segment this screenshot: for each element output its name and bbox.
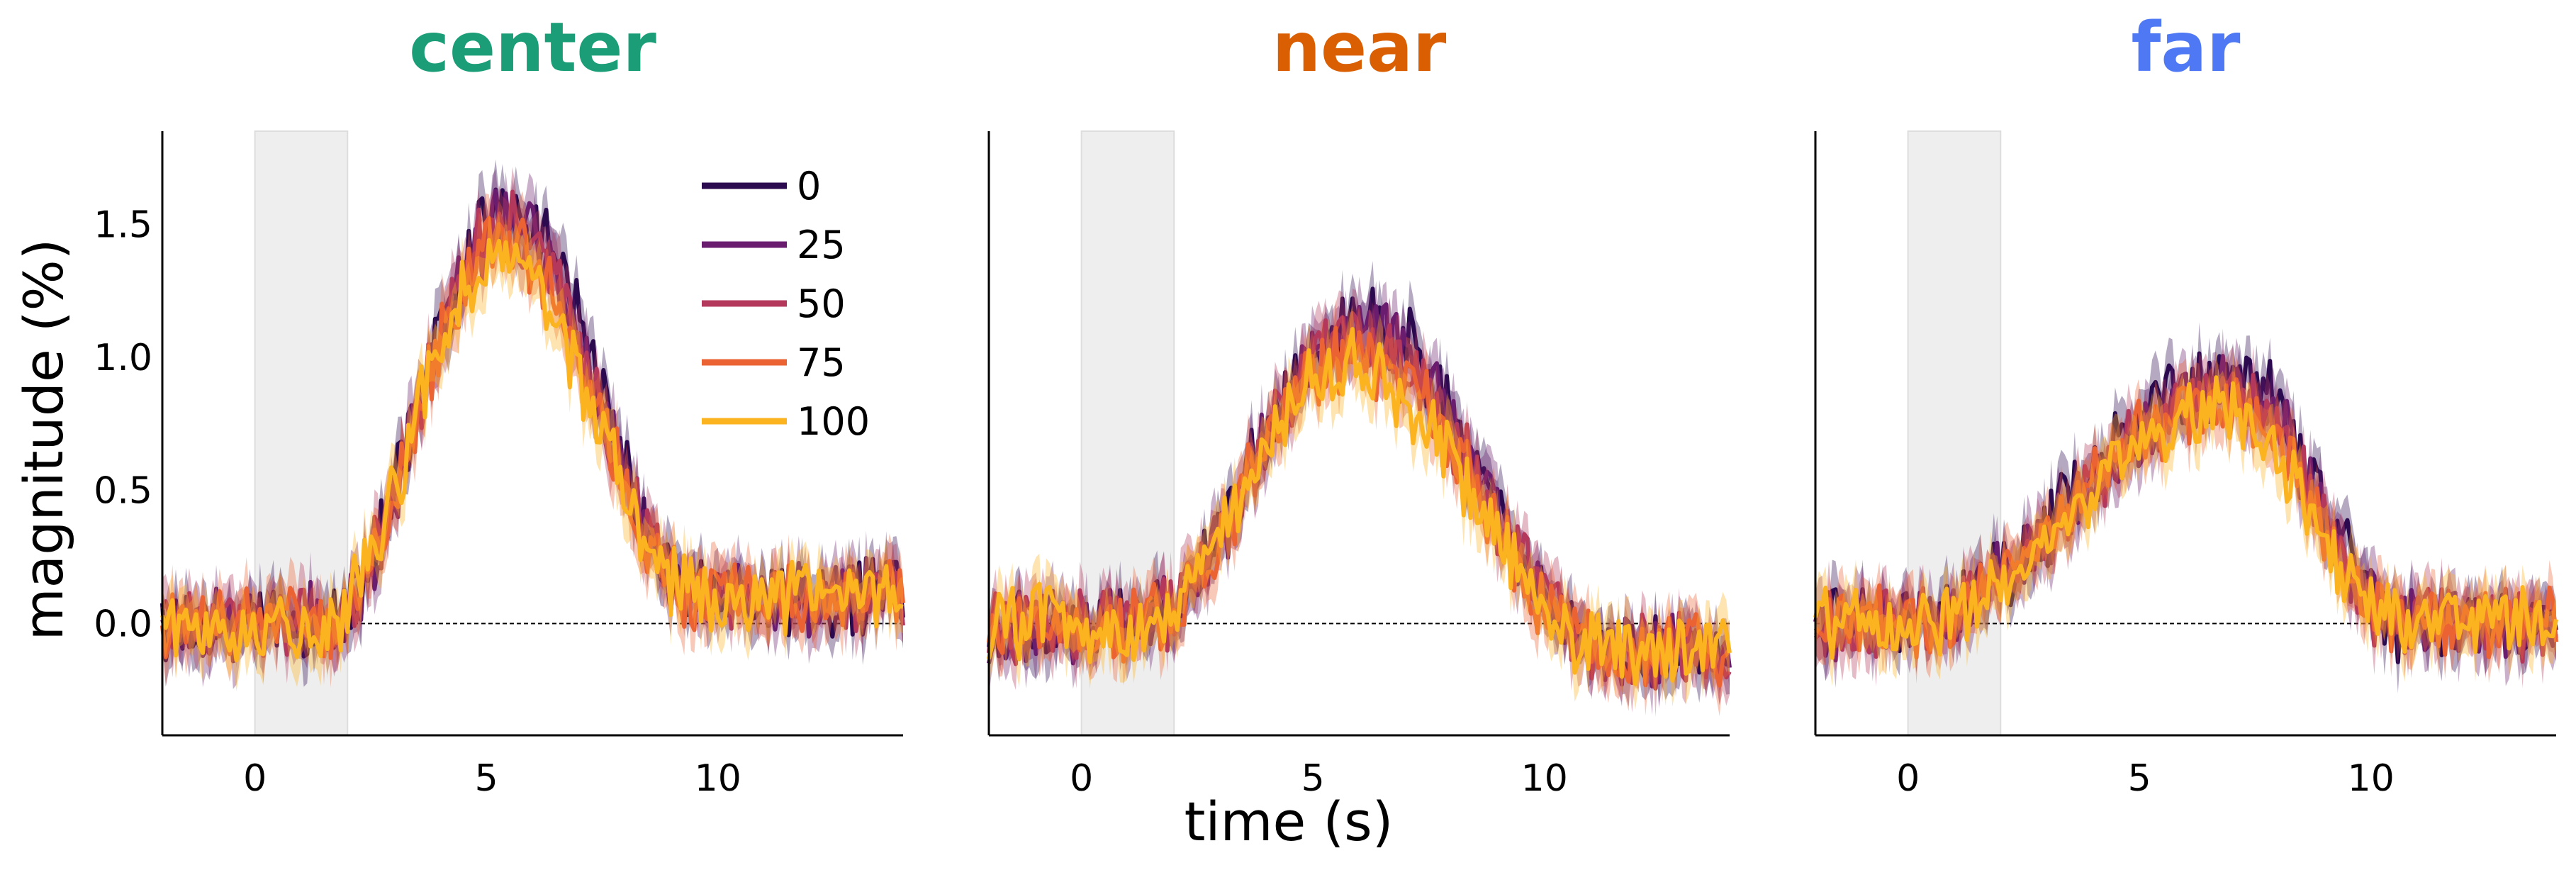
x-tick-label: 10 (1521, 757, 1568, 800)
x-tick-label: 5 (1301, 757, 1325, 800)
y-tick-label: 1.0 (94, 337, 152, 379)
legend-label-50: 50 (797, 282, 846, 326)
series-line-100 (160, 238, 904, 663)
panel-center: center 0 5 10 0.0 0.5 1.0 1.5 (94, 8, 905, 800)
x-tick-label: 0 (1070, 757, 1093, 800)
series-band-0 (162, 159, 903, 687)
x-axis-label: time (s) (1185, 790, 1394, 853)
x-tick-label: 5 (2128, 757, 2151, 800)
x-tick-label: 10 (2348, 757, 2395, 800)
y-tick-label: 1.5 (94, 204, 152, 246)
legend-label-75: 75 (797, 340, 846, 385)
x-tick-label: 0 (1896, 757, 1920, 800)
series-line-100 (1813, 375, 2558, 660)
series-band-75 (162, 191, 903, 688)
x-tick-label: 10 (695, 757, 741, 800)
legend-label-100: 100 (797, 399, 870, 444)
y-tick-label: 0.5 (94, 470, 152, 513)
panel-title-center: center (409, 8, 656, 87)
panel-title-near: near (1272, 8, 1447, 87)
panel-title-far: far (2132, 8, 2241, 87)
series-line-100 (987, 327, 1732, 686)
x-tick-label: 5 (475, 757, 498, 800)
legend-label-0: 0 (797, 164, 821, 208)
legend: 0 25 50 75 100 (702, 164, 870, 444)
y-axis-label: magnitude (%) (12, 239, 75, 641)
x-tick-label: 0 (243, 757, 267, 800)
legend-label-25: 25 (797, 223, 846, 267)
panel-far: far 0 5 10 (1813, 8, 2558, 800)
y-tick-label: 0.0 (94, 603, 152, 645)
panels: center 0 5 10 0.0 0.5 1.0 1.5 near 0 5 10 far 0 5 10 (94, 8, 2558, 800)
panel-near: near 0 5 10 (987, 8, 1732, 800)
